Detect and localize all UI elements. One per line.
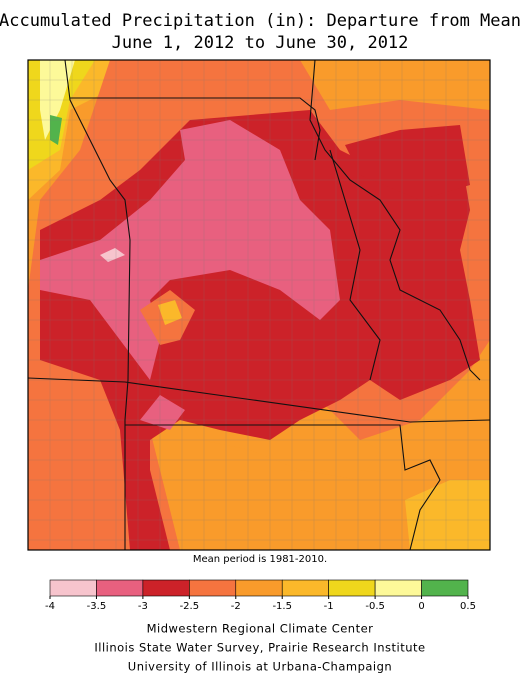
legend-swatch xyxy=(374,579,422,597)
title-line: Accumulated Precipitation (in): Departur… xyxy=(0,11,520,31)
mean-period-note: Mean period is 1981-2010. xyxy=(193,554,327,565)
legend-swatch xyxy=(189,579,237,597)
legend-swatch xyxy=(49,579,97,597)
legend-swatch xyxy=(235,579,283,597)
state-borders xyxy=(28,60,490,550)
legend-swatch xyxy=(328,579,376,597)
county-grid xyxy=(28,60,490,550)
legend-swatch xyxy=(421,579,469,597)
title-line: June 1, 2012 to June 30, 2012 xyxy=(112,33,409,53)
legend-tick-label: -1.5 xyxy=(272,601,292,612)
legend-tick-label: -4 xyxy=(45,601,55,612)
credit-line: University of Illinois at Urbana-Champai… xyxy=(128,660,392,674)
legend-tick-label: -3 xyxy=(138,601,148,612)
credit-line: Midwestern Regional Climate Center xyxy=(147,622,374,636)
legend-tick-label: -2 xyxy=(231,601,241,612)
legend-tick-label: 0.5 xyxy=(460,601,476,612)
legend-tick-label: -2.5 xyxy=(180,601,200,612)
legend-tick-label: -3.5 xyxy=(87,601,107,612)
legend-swatch xyxy=(281,579,329,597)
legend-swatch xyxy=(96,579,144,597)
legend-tick-label: -0.5 xyxy=(365,601,385,612)
legend-tick-label: -1 xyxy=(324,601,334,612)
credit-line: Illinois State Water Survey, Prairie Res… xyxy=(94,641,425,655)
legend-swatch xyxy=(142,579,190,597)
legend: -4 -3.5 -3 -2.5 -2 -1.5 -1 -0.5 0 0.5 xyxy=(45,579,476,612)
map xyxy=(27,59,491,551)
legend-tick-label: 0 xyxy=(418,601,424,612)
